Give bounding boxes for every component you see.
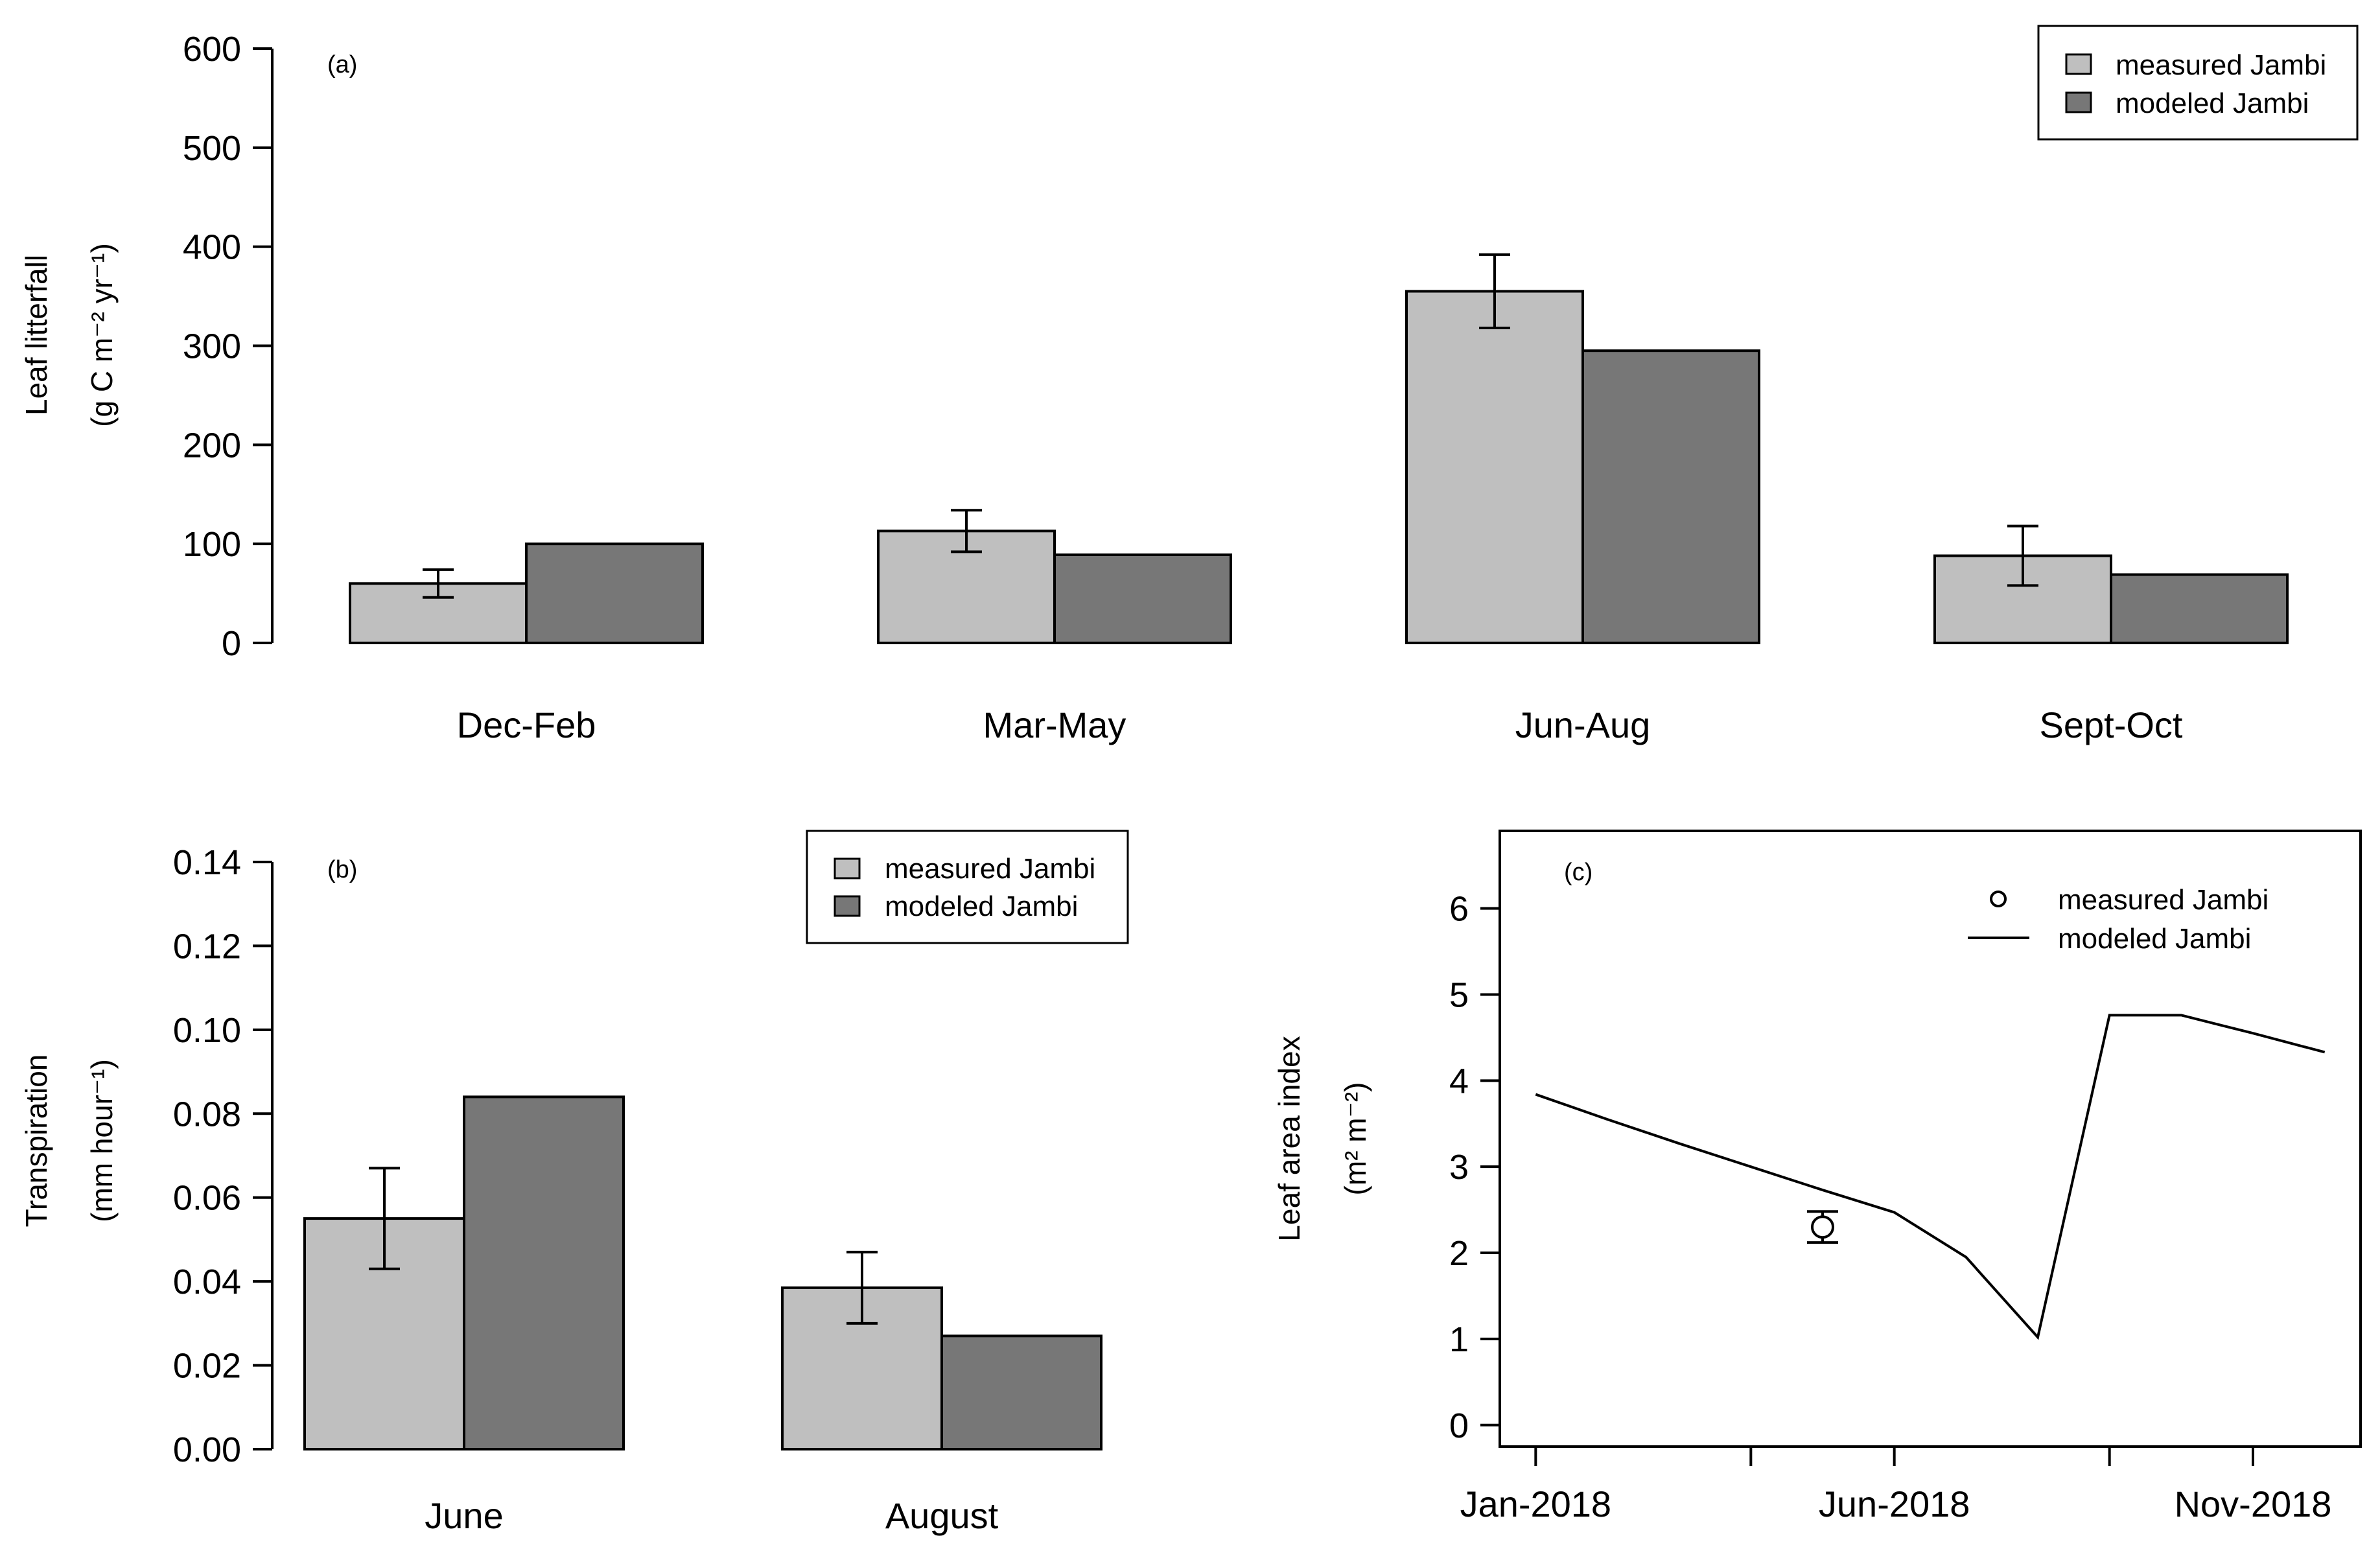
b-bar-modeled-0 bbox=[463, 1095, 625, 1450]
panel-a-ylabel-line1: Leaf litterfall bbox=[19, 255, 53, 415]
b-ytick-label-3: 0.06 bbox=[173, 1179, 241, 1218]
panel-c-x-axis: Jan-2018 Jun-2018 Nov-2018 bbox=[1460, 1447, 2332, 1524]
panel-a-legend-box bbox=[2037, 25, 2359, 141]
a-bar-measured-2 bbox=[1405, 290, 1584, 645]
b-category-label-0: June bbox=[425, 1495, 503, 1536]
b-ytick-label-4: 0.08 bbox=[173, 1095, 241, 1134]
panel-c-plot-frame bbox=[1499, 830, 2362, 1448]
b-ytick-label-5: 0.10 bbox=[173, 1011, 241, 1050]
b-bar-modeled-1 bbox=[940, 1334, 1102, 1451]
panel-a-legend-swatch-measured bbox=[2065, 53, 2092, 75]
panel-a-category-labels: Dec-Feb Mar-May Jun-Aug Sept-Oct bbox=[457, 705, 2183, 745]
panel-c-plot-area bbox=[1535, 1014, 2326, 1340]
c-xtick-label-2: Nov-2018 bbox=[2175, 1484, 2332, 1524]
panel-b-ylabel-line1: Transpiration bbox=[19, 1054, 53, 1228]
panel-b-y-axis: 0.00 0.02 0.04 0.06 0.08 0.10 0.12 0.14 bbox=[173, 843, 274, 1469]
panel-a-leaf-litterfall: (a) Leaf litterfall (g C m⁻² yr⁻¹) 0 100 2… bbox=[19, 25, 2359, 745]
panel-b-label: (b) bbox=[327, 856, 357, 883]
a-category-label-3: Sept-Oct bbox=[2040, 705, 2183, 745]
panel-a-label: (a) bbox=[327, 51, 357, 78]
panel-c-ylabel-line1: Leaf area index bbox=[1272, 1036, 1306, 1241]
a-ytick-label-0: 0 bbox=[222, 624, 241, 663]
panel-b-category-labels: June August bbox=[425, 1495, 998, 1536]
a-category-label-0: Dec-Feb bbox=[457, 705, 596, 745]
b-ytick-label-2: 0.04 bbox=[173, 1263, 241, 1301]
c-ytick-label-3: 3 bbox=[1449, 1148, 1469, 1187]
a-ytick-label-4: 400 bbox=[183, 228, 241, 267]
c-ytick-label-0: 0 bbox=[1449, 1406, 1469, 1445]
panel-c-legend: measured Jambi modeled Jambi bbox=[1968, 884, 2269, 955]
c-ytick-label-5: 5 bbox=[1449, 975, 1469, 1014]
panel-c-legend-marker-measured bbox=[1990, 891, 2007, 907]
a-ytick-label-2: 200 bbox=[183, 426, 241, 465]
panel-b-legend-box bbox=[806, 830, 1129, 944]
panel-c-leaf-area-index: (c) Leaf area index (m² m⁻²) 0 1 2 3 4 5 6 Jan… bbox=[1272, 830, 2362, 1524]
panel-b-ylabel-line2: (mm hour⁻¹) bbox=[85, 1059, 119, 1222]
a-category-label-2: Jun-Aug bbox=[1515, 705, 1651, 745]
a-ytick-label-1: 100 bbox=[183, 525, 241, 564]
a-ytick-label-3: 300 bbox=[183, 327, 241, 366]
panel-c-label: (c) bbox=[1564, 859, 1592, 886]
a-bar-modeled-3 bbox=[2110, 573, 2289, 644]
panel-a-bars bbox=[349, 253, 2289, 645]
panel-b-legend-measured: measured Jambi bbox=[885, 853, 1095, 885]
panel-c-y-axis: 0 1 2 3 4 5 6 bbox=[1449, 890, 1500, 1445]
c-series-line-modeled bbox=[1535, 1014, 2326, 1340]
panel-b-bars bbox=[303, 1095, 1102, 1451]
a-ytick-label-5: 500 bbox=[183, 129, 241, 168]
c-ytick-label-2: 2 bbox=[1449, 1234, 1469, 1273]
a-bar-modeled-2 bbox=[1581, 349, 1760, 644]
c-ytick-label-1: 1 bbox=[1449, 1320, 1469, 1359]
panel-a-ylabel-line2: (g C m⁻² yr⁻¹) bbox=[85, 243, 119, 427]
a-ytick-label-6: 600 bbox=[183, 30, 241, 69]
panel-c-ylabel-line2: (m² m⁻²) bbox=[1338, 1082, 1372, 1196]
c-measured-point-0 bbox=[1811, 1215, 1834, 1239]
panel-a-legend: measured Jambi modeled Jambi bbox=[2037, 25, 2359, 141]
b-ytick-label-1: 0.02 bbox=[173, 1347, 241, 1386]
c-ytick-label-4: 4 bbox=[1449, 1062, 1469, 1101]
panel-b-legend: measured Jambi modeled Jambi bbox=[806, 830, 1129, 944]
panel-a-legend-modeled: modeled Jambi bbox=[2116, 87, 2309, 119]
b-ytick-label-0: 0.00 bbox=[173, 1430, 241, 1469]
a-bar-modeled-1 bbox=[1053, 553, 1232, 644]
panel-c-legend-modeled: modeled Jambi bbox=[2058, 923, 2251, 955]
panel-a-legend-measured: measured Jambi bbox=[2116, 49, 2326, 81]
b-ytick-label-6: 0.12 bbox=[173, 927, 241, 966]
panel-c-legend-measured: measured Jambi bbox=[2058, 884, 2269, 916]
panel-b-transpiration: (b) Transpiration (mm hour⁻¹) 0.000.020.… bbox=[19, 830, 1129, 1536]
panel-b-legend-modeled: modeled Jambi bbox=[885, 891, 1078, 922]
b-category-label-1: August bbox=[885, 1495, 999, 1536]
c-ytick-label-6: 6 bbox=[1449, 890, 1469, 929]
a-bar-modeled-0 bbox=[525, 542, 704, 645]
c-xtick-label-1: Jun-2018 bbox=[1819, 1484, 1970, 1524]
panel-b-legend-swatch-modeled bbox=[834, 895, 861, 917]
panel-a-legend-swatch-modeled bbox=[2065, 91, 2092, 113]
panel-a-y-axis: 0 100 200 300 400 500 600 bbox=[183, 30, 274, 663]
b-ytick-label-7: 0.14 bbox=[173, 843, 241, 882]
a-category-label-1: Mar-May bbox=[983, 705, 1126, 745]
c-xtick-label-0: Jan-2018 bbox=[1460, 1484, 1612, 1524]
panel-b-legend-swatch-measured bbox=[834, 857, 861, 879]
